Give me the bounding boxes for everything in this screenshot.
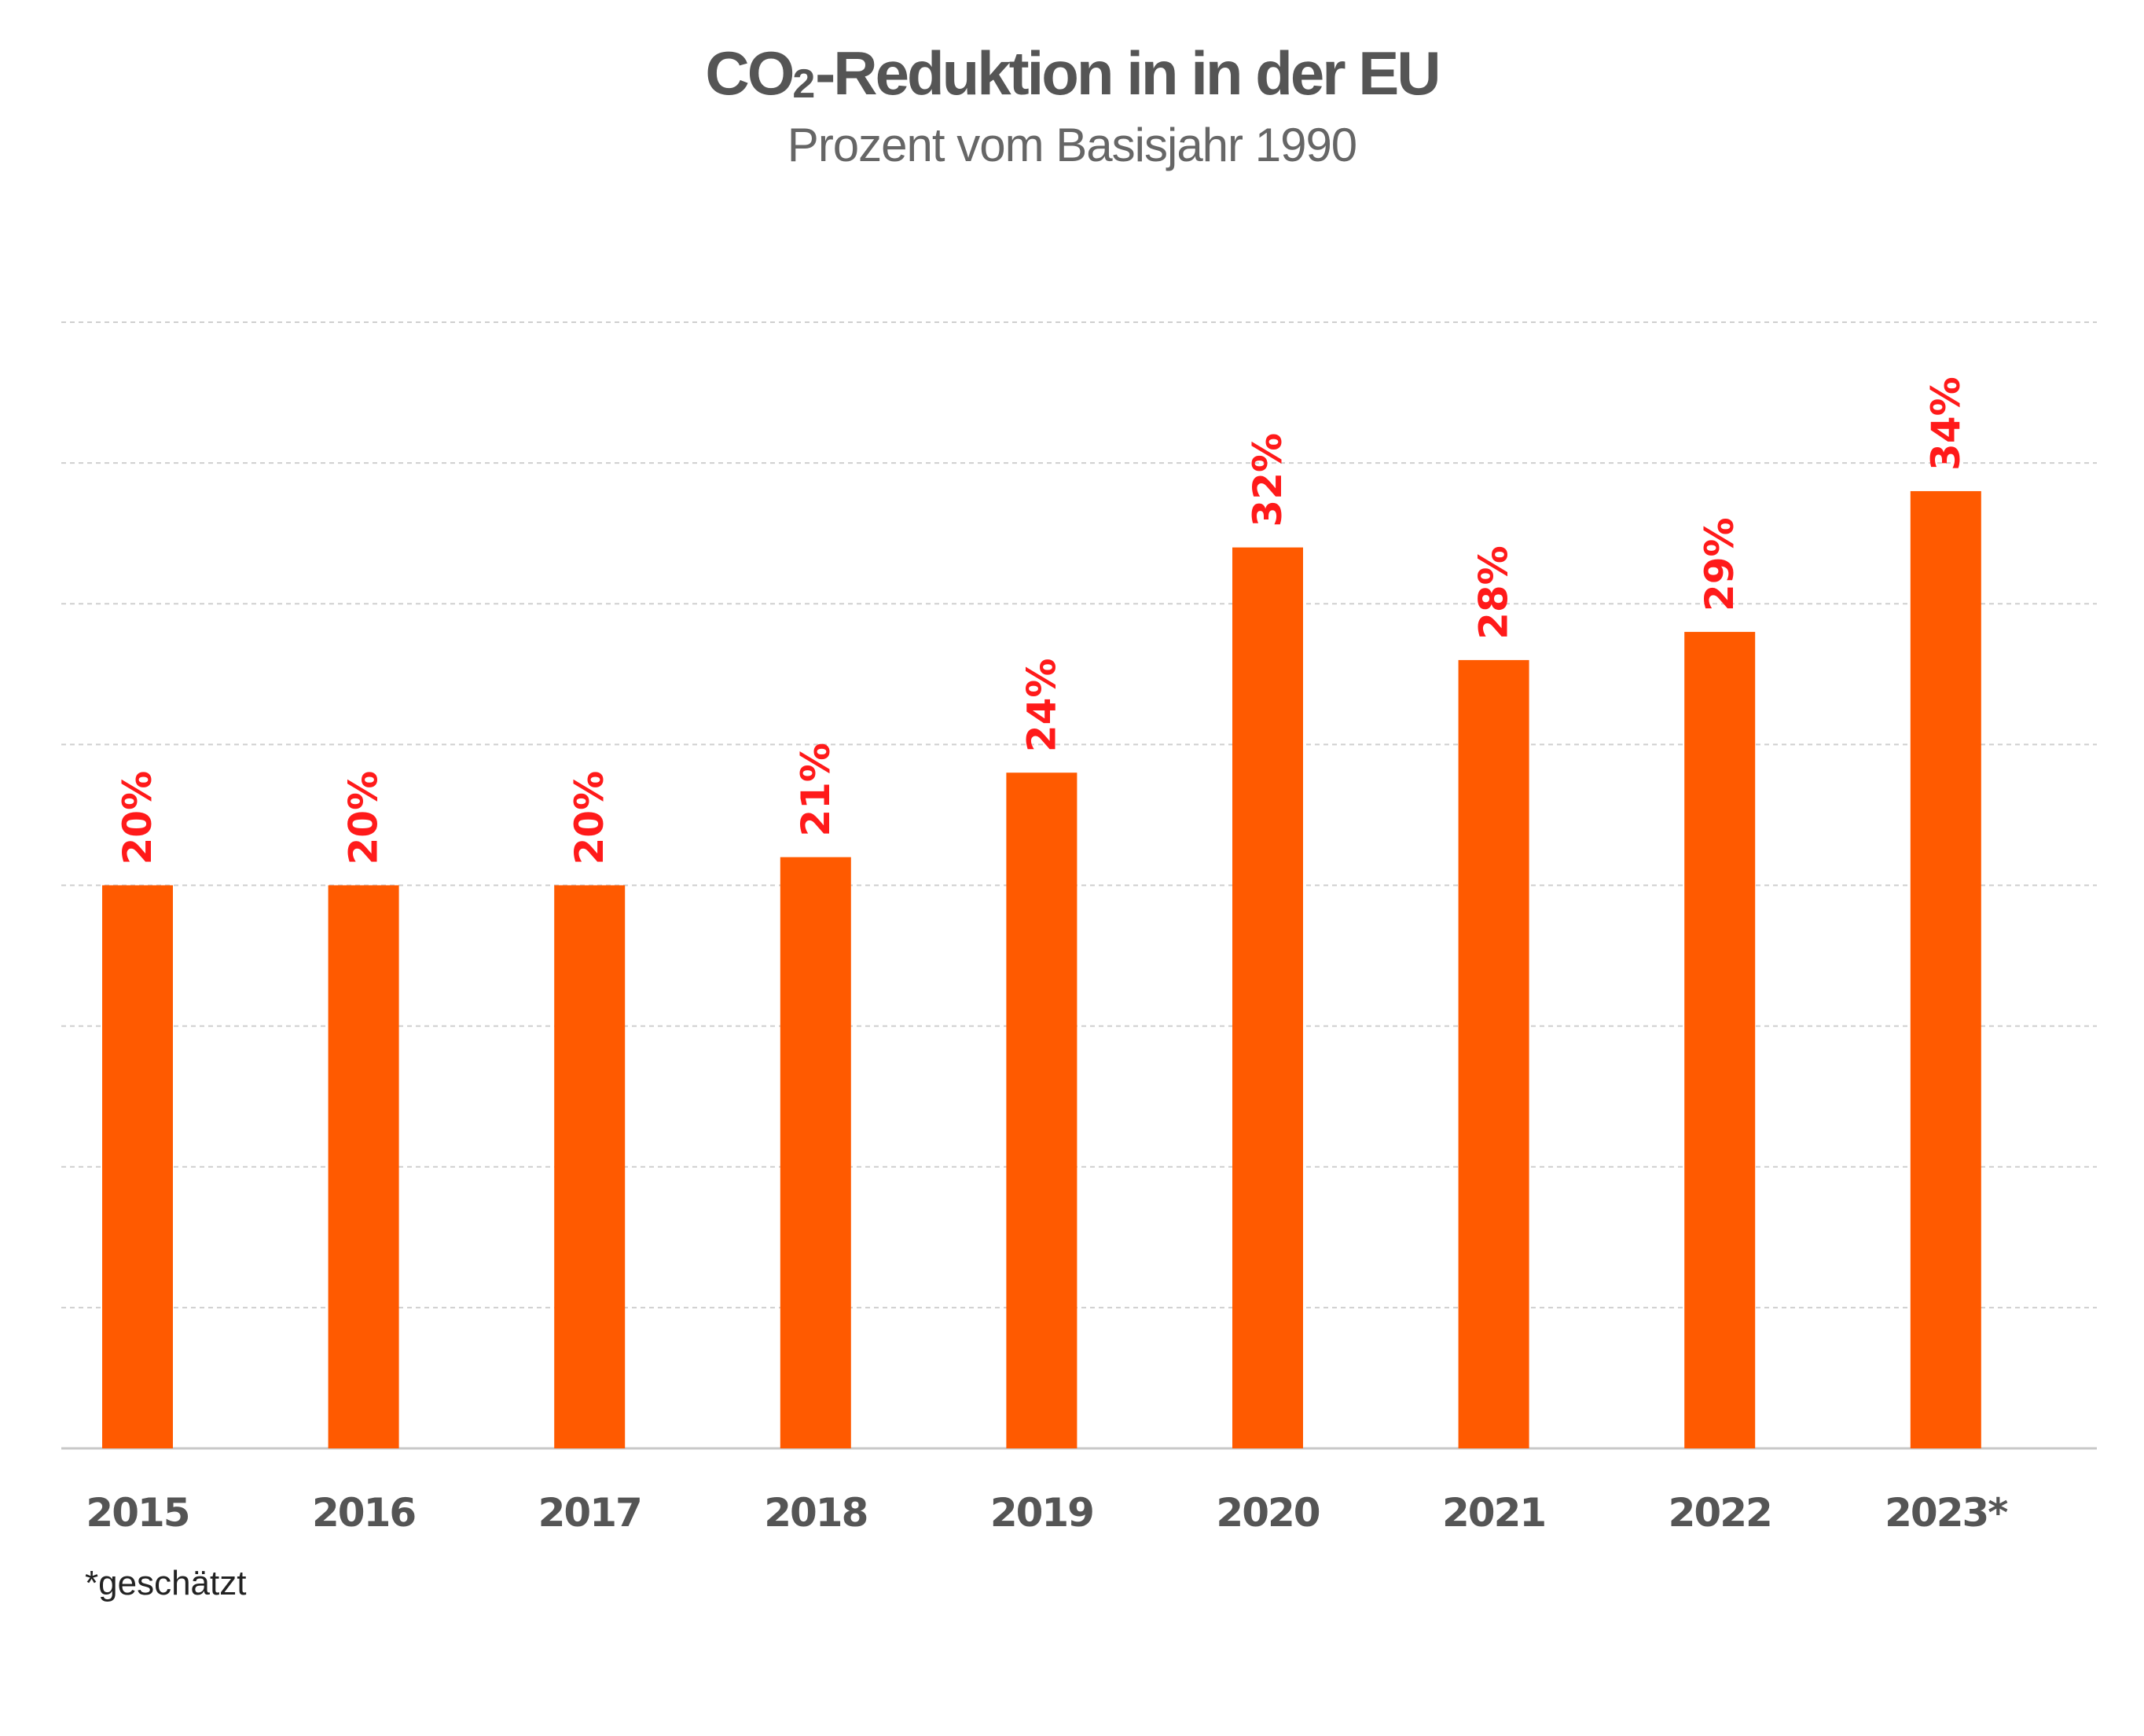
chart-subtitle: Prozent vom Basisjahr 1990 [787, 119, 1357, 171]
value-label-2018: 21% [793, 743, 839, 837]
chart-title-suffix: -Reduktion in in der EU [815, 39, 1441, 108]
value-label-2020: 32% [1245, 433, 1290, 527]
bars [102, 490, 1981, 1449]
value-label-2017: 20% [567, 771, 612, 865]
chart-title-subscript: 2 [792, 61, 816, 107]
bar-2022 [1684, 632, 1756, 1449]
value-label-2022: 29% [1697, 517, 1742, 611]
x-tick-label-2016: 2016 [312, 1490, 415, 1536]
bar-2017 [554, 885, 626, 1448]
value-label-2021: 28% [1471, 545, 1517, 640]
x-tick-label-2015: 2015 [86, 1490, 189, 1536]
chart-title-prefix: CO [705, 39, 795, 108]
footnote: *geschätzt [85, 1564, 247, 1602]
value-labels: 20% 20% 20% 21% 24% 32% 28% 29% 34% [115, 376, 1969, 864]
bar-2016 [328, 885, 399, 1448]
bar-2015 [102, 885, 173, 1448]
value-label-2023: 34% [1923, 376, 1969, 471]
bar-2021 [1458, 659, 1529, 1448]
value-label-2019: 24% [1019, 659, 1064, 753]
x-tick-label-2017: 2017 [538, 1490, 641, 1536]
x-tick-label-2021: 2021 [1442, 1490, 1545, 1536]
x-tick-label-2019: 2019 [990, 1490, 1093, 1536]
x-tick-label-2023: 2023* [1885, 1490, 2008, 1536]
bar-2019 [1006, 773, 1078, 1448]
bar-2023 [1910, 490, 1981, 1449]
chart-title: CO2-Reduktion in in der EU [0, 38, 2144, 109]
x-tick-label-2022: 2022 [1669, 1490, 1771, 1536]
x-tick-labels: 2015 2016 2017 2018 2019 2020 2021 2022 2023* [86, 1490, 2010, 1536]
bar-2018 [780, 857, 851, 1448]
value-label-2015: 20% [115, 771, 160, 865]
x-tick-label-2020: 2020 [1216, 1490, 1319, 1536]
x-tick-label-2018: 2018 [764, 1490, 867, 1536]
value-label-2016: 20% [341, 771, 387, 865]
gridlines [61, 321, 2097, 1450]
bar-2020 [1232, 547, 1303, 1448]
